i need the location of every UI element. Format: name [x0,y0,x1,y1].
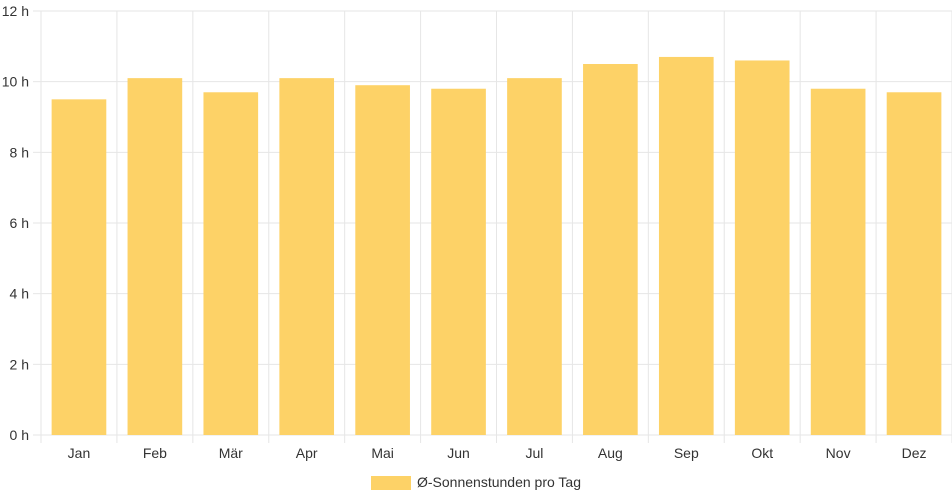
y-tick-label: 10 h [2,74,29,90]
x-tick-label: Jul [526,445,544,461]
bar-Okt[interactable] [734,60,790,435]
x-tick-label: Mai [371,445,394,461]
bar-Aug[interactable] [583,64,638,435]
y-tick-label: 12 h [2,3,29,19]
legend[interactable]: Ø-Sonnenstunden pro Tag [371,474,581,490]
bar-Apr[interactable] [279,78,335,435]
x-tick-label: Sep [674,445,699,461]
bar-Jan[interactable] [51,99,107,435]
x-tick-label: Dez [902,445,927,461]
legend-label[interactable]: Ø-Sonnenstunden pro Tag [417,474,581,490]
x-tick-label: Aug [598,445,623,461]
bars [51,56,942,436]
y-tick-label: 8 h [10,144,29,160]
x-tick-label: Apr [296,445,318,461]
x-tick-label: Okt [751,445,773,461]
bar-Nov[interactable] [810,88,866,435]
x-tick-label: Nov [826,445,851,461]
bar-Jun[interactable] [431,88,486,435]
y-tick-label: 0 h [10,427,29,443]
x-tick-label: Feb [143,445,167,461]
bar-Mär[interactable] [203,92,259,436]
y-tick-label: 2 h [10,356,29,372]
x-tick-label: Mär [219,445,243,461]
y-tick-label: 6 h [10,215,29,231]
bar-Jul[interactable] [507,78,562,435]
y-axis-ticks: 0 h 2 h 4 h 6 h 8 h 10 h 12 h [2,3,29,443]
y-tick-label: 4 h [10,286,29,302]
grid-lines [33,10,952,443]
bar-Mai[interactable] [355,85,410,435]
x-tick-label: Jan [68,445,91,461]
bar-Dez[interactable] [886,92,942,436]
bar-Feb[interactable] [127,78,183,435]
legend-swatch[interactable] [371,476,411,490]
x-tick-label: Jun [447,445,470,461]
bar-Sep[interactable] [658,56,714,435]
x-axis-ticks: Jan Feb Mär Apr Mai Jun Jul Aug Sep Okt Nov Dez [68,445,927,461]
